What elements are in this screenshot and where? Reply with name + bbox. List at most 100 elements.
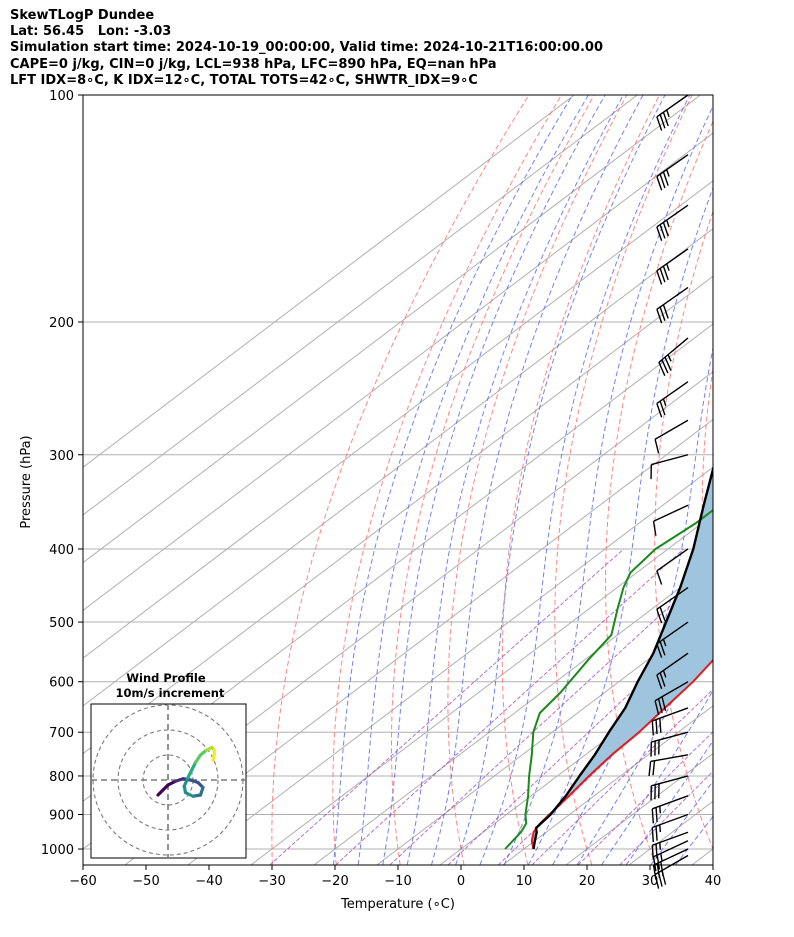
y-tick-label: 700 (49, 726, 74, 741)
barb-staff (654, 681, 689, 702)
location-line: Lat: 56.45 Lon: -3.03 (10, 24, 172, 40)
barb-flag (659, 224, 666, 239)
moist-adiabat-line (406, 95, 624, 865)
wind-barb (656, 154, 689, 191)
mixing-ratio-line (389, 566, 713, 865)
wind-barb (654, 681, 689, 716)
isotherm-line (313, 562, 713, 865)
isotherm-line (83, 132, 713, 612)
barb-flag (648, 761, 652, 776)
barb-half-flag (666, 219, 670, 228)
moist-adiabat-line (430, 95, 644, 865)
barb-flag (656, 226, 663, 241)
wind-barb (656, 204, 689, 241)
hodograph-inset: Wind Profile 10m/s increment (90, 671, 247, 859)
isotherm-line (250, 514, 713, 865)
barb-half-flag (662, 670, 667, 678)
barb-flag (659, 400, 666, 416)
barb-flag (659, 606, 666, 622)
y-tick-label: 300 (49, 449, 74, 464)
barb-half-flag (666, 169, 670, 177)
hodograph-plot (91, 704, 246, 858)
dry-adiabat-line (605, 120, 713, 865)
barb-staff (656, 652, 689, 676)
mixing-ratio-line (531, 688, 713, 865)
barb-staff (658, 337, 689, 363)
barb-staff (656, 204, 689, 228)
barb-staff (653, 840, 689, 858)
y-tick-label: 800 (49, 770, 74, 785)
wind-barb (651, 831, 689, 860)
barb-flag (662, 304, 669, 319)
hodograph-title: Wind Profile (126, 671, 206, 685)
moist-adiabat-line (552, 345, 713, 865)
barb-flag (659, 672, 666, 687)
moist-adiabat-line (675, 815, 713, 865)
barb-flag (656, 309, 663, 324)
barb-staff (656, 248, 689, 272)
barb-flag (659, 641, 666, 656)
wind-barb (654, 854, 689, 889)
y-axis-label: Pressure (hPa) (19, 435, 34, 528)
barb-staff (656, 286, 689, 310)
wind-barb (654, 419, 689, 454)
moist-adiabat-line (601, 689, 713, 865)
mixing-ratio-line (577, 731, 713, 865)
x-tick-label: −40 (195, 874, 222, 889)
barb-flag (659, 173, 666, 189)
barb-half-flag (662, 398, 667, 407)
dry-adiabat-line (447, 95, 628, 865)
y-tick-label: 600 (49, 676, 74, 691)
barb-flag (659, 114, 666, 129)
moist-adiabat-line (527, 186, 713, 865)
wind-barbs (648, 94, 689, 889)
indices-line: LFT IDX=8∘C, K IDX=12∘C, TOTAL TOTS=42∘C… (10, 72, 478, 88)
barb-flag (651, 845, 655, 860)
x-tick-label: −30 (258, 874, 285, 889)
barb-flag (656, 116, 663, 131)
barb-half-flag (659, 824, 662, 833)
wind-barb (656, 94, 689, 131)
chart-title: SkewTLogP Dundee (10, 8, 155, 23)
barb-flag (662, 171, 669, 186)
wind-barb (656, 548, 689, 585)
barb-flag (662, 111, 669, 127)
profile-lines (504, 464, 713, 850)
barb-half-flag (667, 354, 672, 362)
barb-flag (651, 827, 655, 843)
barb-flag (662, 265, 669, 281)
moist-adiabat-line (382, 95, 606, 865)
barb-flag (652, 760, 656, 776)
cape-cin-line: CAPE=0 j/kg, CIN=0 j/kg, LCL=938 hPa, LF… (10, 56, 497, 72)
isotherm-line (376, 609, 713, 865)
moist-adiabat-line (357, 95, 589, 865)
dry-adiabat-line (748, 95, 794, 865)
wind-barb (656, 586, 689, 624)
isotherm-line (83, 227, 713, 707)
x-tick-label: −10 (384, 874, 411, 889)
isotherm-line (83, 95, 575, 468)
wind-barb (652, 848, 689, 880)
chart-title-block: SkewTLogP Dundee Lat: 56.45 Lon: -3.03 S… (10, 8, 790, 89)
barb-staff (656, 548, 689, 572)
barb-staff (656, 94, 689, 118)
wind-barb (656, 286, 689, 324)
isotherm-line (83, 95, 638, 516)
barb-staff (656, 586, 689, 610)
barb-flag (664, 356, 672, 371)
barb-staff (652, 813, 689, 829)
cape-shading (531, 469, 713, 849)
isotherm-line (83, 95, 701, 564)
barb-flag (662, 222, 669, 237)
barb-flag (656, 270, 663, 285)
barb-flag (658, 362, 666, 376)
isotherm-line (124, 418, 713, 865)
simulation-time-line: Simulation start time: 2024-10-19_00:00:… (10, 40, 603, 56)
dry-adiabat-line (501, 95, 660, 865)
x-tick-label: −50 (132, 874, 159, 889)
wind-barb (651, 795, 689, 824)
barb-flag (659, 718, 662, 733)
axes: −60 −50 −40 −30 −20 −10 0 10 20 30 40 100 200 300 400 5… (41, 89, 721, 889)
dry-adiabat-line (654, 209, 713, 851)
y-tick-label: 400 (49, 543, 74, 558)
